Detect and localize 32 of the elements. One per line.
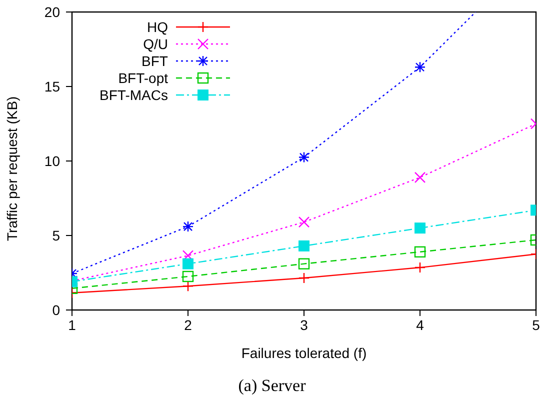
point — [414, 172, 426, 183]
point — [182, 220, 194, 232]
point — [298, 152, 310, 163]
legend-label: BFT — [140, 52, 168, 68]
legend-label: Q/U — [142, 36, 168, 52]
point — [298, 258, 310, 270]
legend-label: BFT-opt — [117, 70, 168, 86]
point — [298, 216, 310, 228]
point — [182, 258, 194, 270]
point — [414, 222, 426, 234]
y-tick-label: 15 — [44, 78, 60, 94]
point — [298, 272, 310, 284]
y-tick-label: 20 — [44, 4, 60, 20]
point — [414, 246, 426, 258]
x-tick-label: 3 — [300, 316, 308, 333]
x-tick-label: 2 — [184, 316, 192, 333]
legend-label: BFT-MACs — [98, 86, 168, 102]
y-tick-label: 10 — [44, 152, 60, 169]
point — [182, 280, 194, 292]
legend-label: HQ — [146, 18, 168, 34]
text: (a) Server — [237, 376, 307, 396]
y-tick-label: 0 — [52, 302, 60, 318]
x-tick-label: 4 — [416, 316, 424, 333]
point — [414, 262, 426, 274]
x-tick-label: 1 — [68, 316, 76, 333]
point — [182, 270, 194, 282]
x-axis-title: Failures tolerated (f) — [241, 345, 367, 361]
point — [414, 62, 426, 73]
y-axis-title: Traffic per request (KB) — [4, 96, 20, 241]
x-tick-label: 5 — [532, 316, 540, 333]
point — [298, 240, 310, 252]
y-tick-label: 5 — [52, 227, 60, 244]
